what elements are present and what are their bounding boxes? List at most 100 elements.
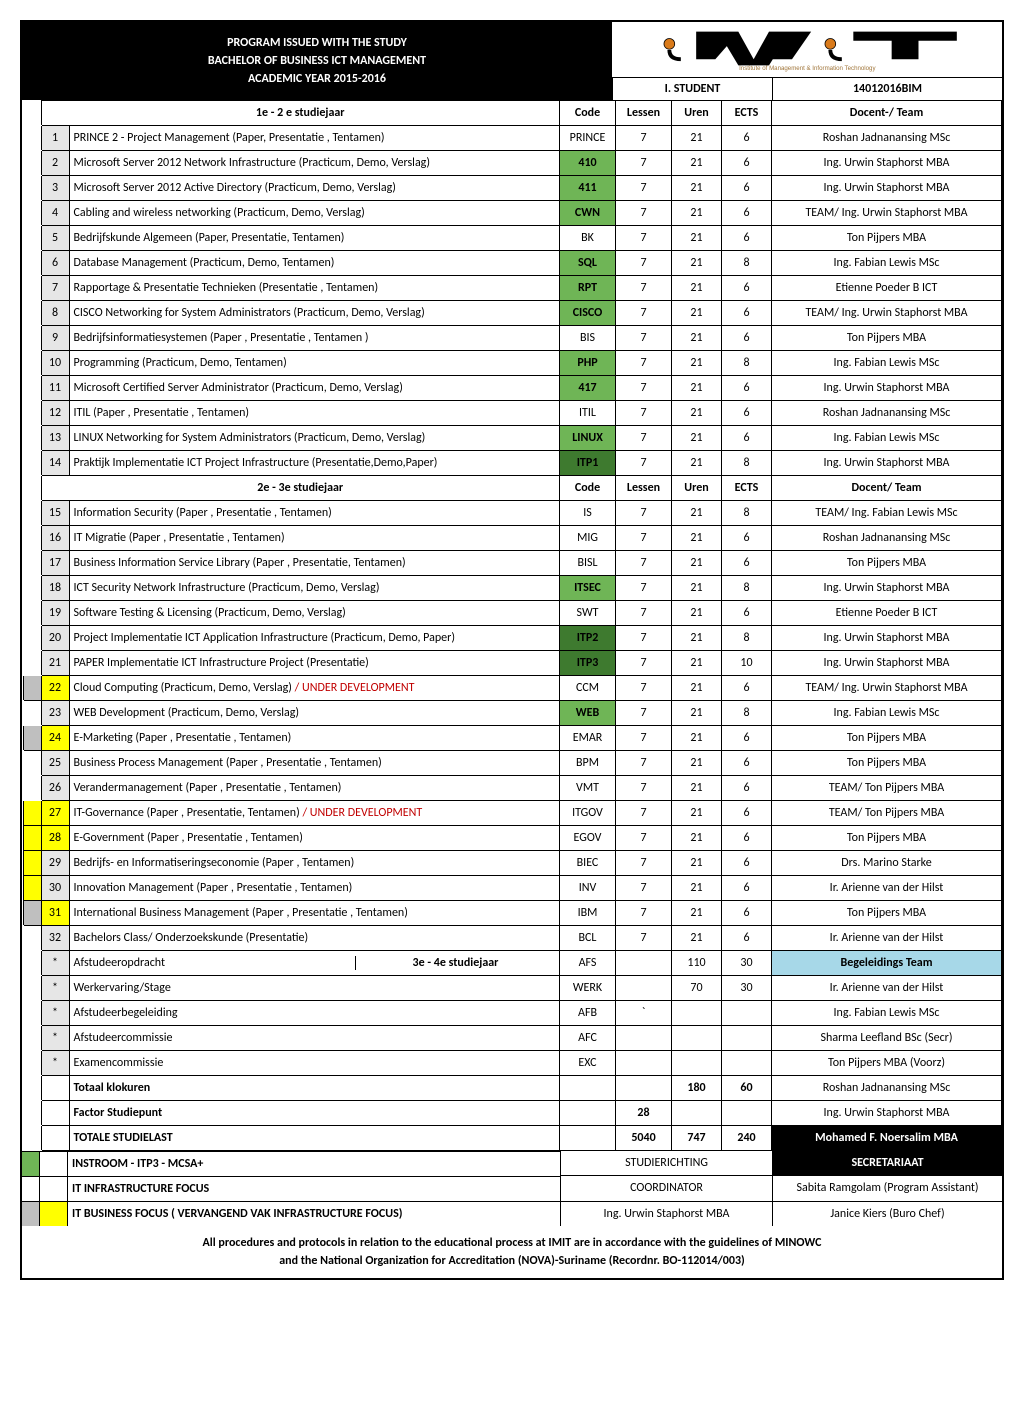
course-row: 21 PAPER Implementatie ICT Infrastructur… bbox=[23, 651, 1002, 676]
row-number: 28 bbox=[41, 826, 69, 851]
legend-swatch-yellow bbox=[40, 1202, 68, 1226]
course-name: ITIL (Paper , Presentatie , Tentamen) bbox=[69, 401, 560, 426]
course-code: ITP2 bbox=[560, 626, 616, 651]
title-line-1: PROGRAM ISSUED WITH THE STUDY bbox=[26, 36, 608, 50]
section-header: 2e - 3e studiejaar Code Lessen Uren ECTS… bbox=[23, 476, 1002, 501]
course-code: EMAR bbox=[560, 726, 616, 751]
course-name: Examencommissie bbox=[69, 1051, 560, 1076]
course-ects: 6 bbox=[722, 601, 772, 626]
course-row: 14 Praktijk Implementatie ICT Project In… bbox=[23, 451, 1002, 476]
course-uren: 21 bbox=[672, 676, 722, 701]
course-uren: 70 bbox=[672, 976, 722, 1001]
row-number: 7 bbox=[41, 276, 69, 301]
course-uren: 21 bbox=[672, 301, 722, 326]
row-number: 27 bbox=[41, 801, 69, 826]
course-lessen: 7 bbox=[616, 351, 672, 376]
course-name: Bedrijfsinformatiesystemen (Paper , Pres… bbox=[69, 326, 560, 351]
course-team: Ing. Urwin Staphorst MBA bbox=[772, 151, 1002, 176]
row-number: 11 bbox=[41, 376, 69, 401]
course-ects: 10 bbox=[722, 651, 772, 676]
course-team: Ton Pijpers MBA bbox=[772, 751, 1002, 776]
course-lessen: 7 bbox=[616, 926, 672, 951]
row-marker bbox=[23, 276, 41, 301]
secretariaat-title: SECRETARIAAT bbox=[773, 1151, 1002, 1175]
section-title: 2e - 3e studiejaar bbox=[41, 476, 560, 501]
row-marker bbox=[23, 701, 41, 726]
course-name: Rapportage & Presentatie Technieken (Pre… bbox=[69, 276, 560, 301]
col-lessen: Lessen bbox=[616, 476, 672, 501]
course-ects: 6 bbox=[722, 201, 772, 226]
total-team: Roshan Jadnanansing MSc bbox=[772, 1076, 1002, 1101]
row-number: 31 bbox=[41, 901, 69, 926]
row-marker bbox=[23, 251, 41, 276]
row-marker bbox=[23, 351, 41, 376]
row-marker bbox=[23, 451, 41, 476]
row-marker bbox=[23, 901, 41, 926]
col-team: Docent/ Team bbox=[772, 476, 1002, 501]
row-marker bbox=[23, 801, 41, 826]
course-ects: 30 bbox=[722, 951, 772, 976]
course-team: Drs. Marino Starke bbox=[772, 851, 1002, 876]
row-marker bbox=[23, 726, 41, 751]
course-ects: 6 bbox=[722, 301, 772, 326]
course-row: 11 Microsoft Certified Server Administra… bbox=[23, 376, 1002, 401]
course-team: Ton Pijpers MBA bbox=[772, 826, 1002, 851]
course-team: Ton Pijpers MBA bbox=[772, 901, 1002, 926]
course-name: Information Security (Paper , Presentati… bbox=[69, 501, 560, 526]
course-uren: 21 bbox=[672, 601, 722, 626]
course-name: Business Information Service Library (Pa… bbox=[69, 551, 560, 576]
course-ects: 6 bbox=[722, 376, 772, 401]
course-ects: 8 bbox=[722, 501, 772, 526]
course-ects: 30 bbox=[722, 976, 772, 1001]
course-name: E-Government (Paper , Presentatie , Tent… bbox=[69, 826, 560, 851]
course-uren: 21 bbox=[672, 501, 722, 526]
secretariaat-line-2: Janice Kiers (Buro Chef) bbox=[773, 1201, 1002, 1226]
legend-swatch-green bbox=[22, 1152, 40, 1176]
course-ects: 6 bbox=[722, 926, 772, 951]
course-row: 3 Microsoft Server 2012 Active Directory… bbox=[23, 176, 1002, 201]
course-uren: 21 bbox=[672, 251, 722, 276]
total-label: Totaal klokuren bbox=[69, 1076, 560, 1101]
course-lessen bbox=[616, 1026, 672, 1051]
course-team: Ing. Fabian Lewis MSc bbox=[772, 351, 1002, 376]
course-lessen: 7 bbox=[616, 901, 672, 926]
course-lessen: 7 bbox=[616, 401, 672, 426]
course-uren bbox=[672, 1001, 722, 1026]
course-team: Ing. Urwin Staphorst MBA bbox=[772, 176, 1002, 201]
course-row: 28 E-Government (Paper , Presentatie , T… bbox=[23, 826, 1002, 851]
course-uren: 21 bbox=[672, 626, 722, 651]
course-name: Werkervaring/Stage bbox=[69, 976, 560, 1001]
course-code: MIG bbox=[560, 526, 616, 551]
row-number: 32 bbox=[41, 926, 69, 951]
course-row: * Examencommissie EXC Ton Pijpers MBA (V… bbox=[23, 1051, 1002, 1076]
course-code: EXC bbox=[560, 1051, 616, 1076]
row-marker bbox=[23, 176, 41, 201]
course-ects: 8 bbox=[722, 576, 772, 601]
row-marker bbox=[23, 1051, 41, 1076]
course-row: 4 Cabling and wireless networking (Pract… bbox=[23, 201, 1002, 226]
course-ects bbox=[722, 1001, 772, 1026]
total-label: TOTALE STUDIELAST bbox=[69, 1126, 560, 1151]
course-lessen: 7 bbox=[616, 651, 672, 676]
course-team: Sharma Leefland BSc (Secr) bbox=[772, 1026, 1002, 1051]
course-lessen: 7 bbox=[616, 326, 672, 351]
course-name: PRINCE 2 - Project Management (Paper, Pr… bbox=[69, 126, 560, 151]
row-number: 5 bbox=[41, 226, 69, 251]
course-ects: 8 bbox=[722, 351, 772, 376]
coordinator-line-2: COORDINATOR bbox=[561, 1175, 772, 1200]
course-uren: 21 bbox=[672, 326, 722, 351]
course-lessen: 7 bbox=[616, 376, 672, 401]
course-code: 417 bbox=[560, 376, 616, 401]
row-marker bbox=[23, 926, 41, 951]
course-team: Ing. Fabian Lewis MSc bbox=[772, 426, 1002, 451]
row-number: 19 bbox=[41, 601, 69, 626]
course-name: Software Testing & Licensing (Practicum,… bbox=[69, 601, 560, 626]
course-ects: 6 bbox=[722, 851, 772, 876]
section-header: 1e - 2 e studiejaar Code Lessen Uren ECT… bbox=[23, 101, 1002, 126]
course-name: Bedrijfs- en Informatiseringseconomie (P… bbox=[69, 851, 560, 876]
section-title: 1e - 2 e studiejaar bbox=[41, 101, 560, 126]
col-ects: ECTS bbox=[722, 101, 772, 126]
course-team: Ing. Fabian Lewis MSc bbox=[772, 251, 1002, 276]
course-ects: 6 bbox=[722, 151, 772, 176]
course-ects: 6 bbox=[722, 901, 772, 926]
